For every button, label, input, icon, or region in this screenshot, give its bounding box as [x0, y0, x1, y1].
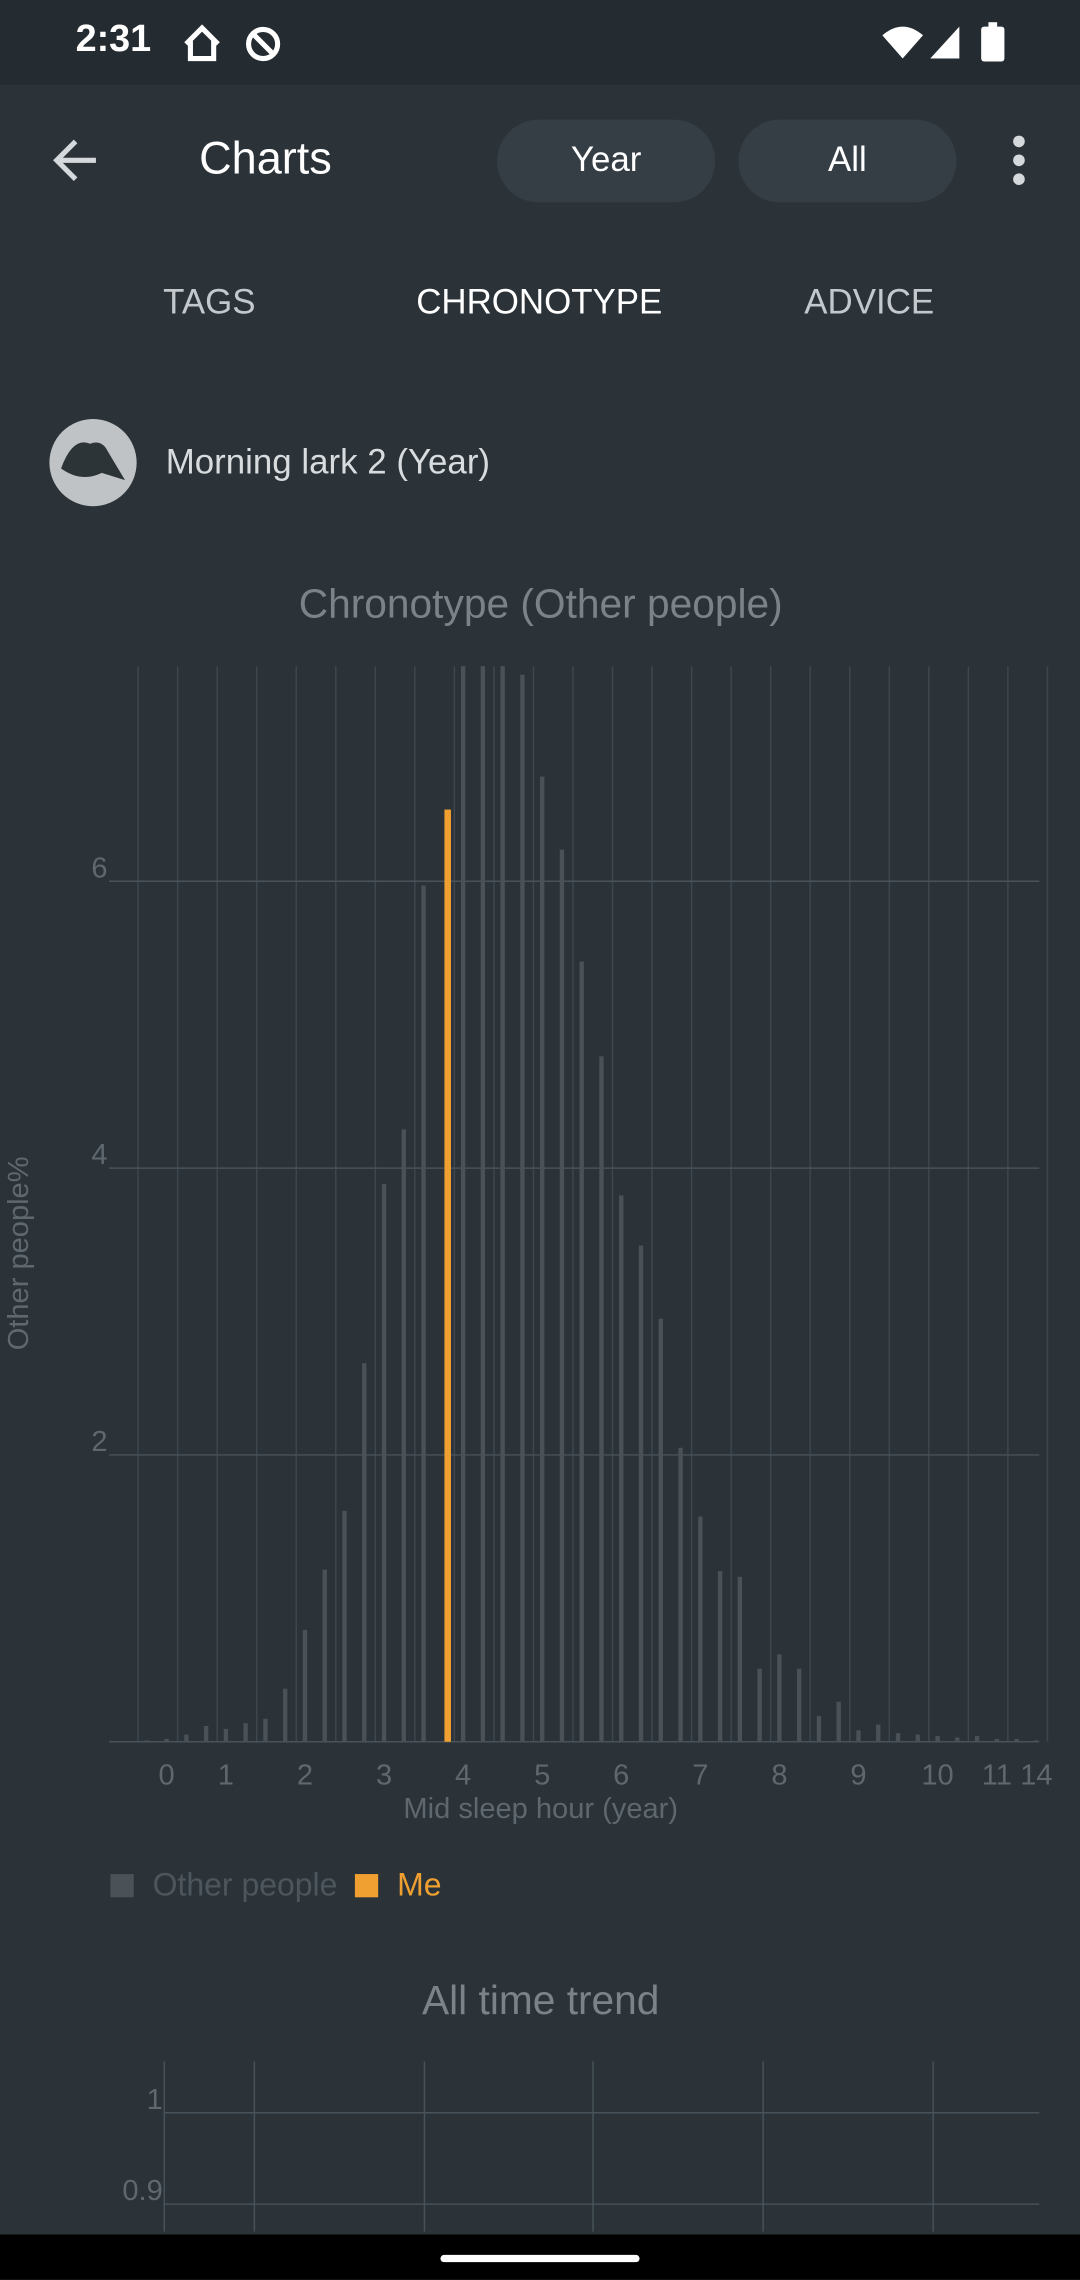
- chronotype-chart: Chronotype (Other people) 2 4 6 Other people…: [3, 580, 1053, 1902]
- legend-swatch: [354, 1874, 379, 1898]
- bar: [444, 809, 451, 1742]
- legend-label: Other people: [153, 1867, 338, 1903]
- home-icon: [184, 24, 220, 62]
- x-tick-label: 11: [982, 1759, 1012, 1791]
- clock: 2:31: [76, 18, 152, 60]
- back-button[interactable]: [53, 139, 96, 181]
- bar: [184, 1734, 189, 1742]
- bar: [717, 1571, 723, 1742]
- bar: [994, 1738, 1000, 1742]
- bar: [243, 1723, 248, 1742]
- tab[interactable]: TAGS: [163, 282, 255, 321]
- bar: [895, 1733, 901, 1742]
- x-tick-label: 1: [218, 1759, 234, 1791]
- bar: [658, 1318, 663, 1742]
- bar: [164, 1738, 169, 1742]
- tab[interactable]: ADVICE: [804, 282, 934, 321]
- filter-label[interactable]: All: [828, 140, 867, 179]
- bar: [381, 1183, 387, 1742]
- bar: [856, 1730, 861, 1742]
- chronotype-label: Morning lark 2 (Year): [166, 442, 490, 481]
- bar: [599, 1056, 604, 1742]
- bird-icon: [61, 442, 126, 481]
- chart-title: All time trend: [422, 1977, 659, 2023]
- bar: [362, 1363, 367, 1742]
- filter-label[interactable]: Year: [571, 140, 642, 179]
- x-tick-label: 4: [455, 1759, 471, 1791]
- legend-label: Me: [397, 1867, 441, 1903]
- bar: [283, 1688, 288, 1742]
- bar: [322, 1569, 327, 1742]
- bar: [876, 1724, 881, 1742]
- signal-icon: [930, 26, 960, 59]
- bar: [144, 1740, 149, 1742]
- bar: [955, 1737, 960, 1742]
- bar: [559, 849, 565, 1742]
- x-tick-label: 14: [1020, 1759, 1052, 1791]
- bar: [263, 1718, 268, 1742]
- filter-pill[interactable]: [497, 119, 716, 203]
- bar: [579, 961, 584, 1742]
- chart-title: Chronotype (Other people): [299, 580, 783, 626]
- bar: [1034, 1740, 1039, 1742]
- bar: [480, 666, 486, 1742]
- bar: [342, 1510, 347, 1742]
- y-tick-label: 2: [91, 1426, 107, 1458]
- y-axis-label: Other people%: [3, 1156, 35, 1350]
- y-tick-label: 1: [147, 2084, 163, 2116]
- bar: [520, 674, 525, 1742]
- bar: [974, 1736, 980, 1742]
- bar: [401, 1129, 406, 1742]
- bar: [302, 1629, 308, 1742]
- x-tick-label: 0: [158, 1759, 174, 1791]
- x-tick-label: 6: [613, 1759, 629, 1791]
- more-button[interactable]: [1013, 135, 1025, 186]
- legend-swatch: [110, 1874, 134, 1898]
- bar: [935, 1736, 940, 1742]
- y-tick-label: 4: [91, 1139, 107, 1171]
- home-handle[interactable]: [440, 2254, 640, 2263]
- bar: [1014, 1738, 1019, 1742]
- bar: [619, 1195, 624, 1742]
- trend-chart: All time trend 0.9 1: [122, 1977, 1040, 2232]
- bar: [698, 1516, 703, 1742]
- bar: [777, 1654, 782, 1742]
- bar: [796, 1668, 802, 1742]
- dnd-slash: [251, 32, 276, 56]
- y-tick-label: 0.9: [122, 2175, 162, 2207]
- bar: [460, 666, 466, 1742]
- x-axis-label: Mid sleep hour (year): [403, 1793, 678, 1825]
- x-tick-label: 10: [921, 1759, 953, 1791]
- bar: [915, 1734, 920, 1742]
- x-tick-label: 3: [376, 1759, 392, 1791]
- battery-icon: [981, 26, 1005, 62]
- x-tick-label: 5: [534, 1759, 550, 1791]
- x-tick-label: 9: [850, 1759, 866, 1791]
- bar: [203, 1726, 209, 1742]
- bar: [816, 1715, 822, 1742]
- toolbar-title: Charts: [199, 133, 332, 184]
- status-bar: [0, 0, 1080, 85]
- y-tick-label: 6: [91, 852, 107, 884]
- dnd-icon: [246, 26, 281, 62]
- bar: [737, 1576, 743, 1742]
- bar: [223, 1728, 229, 1742]
- bar: [678, 1447, 683, 1742]
- bar: [757, 1668, 762, 1742]
- x-tick-label: 7: [692, 1759, 708, 1791]
- battery-tip: [988, 22, 998, 29]
- bar: [638, 1245, 644, 1742]
- bar: [421, 885, 426, 1742]
- bar: [500, 666, 505, 1742]
- wifi-icon: [882, 26, 924, 59]
- filter-pill[interactable]: [738, 119, 957, 203]
- tab[interactable]: CHRONOTYPE: [416, 282, 662, 321]
- bar: [836, 1701, 841, 1742]
- bar: [540, 776, 545, 1742]
- x-tick-label: 2: [297, 1759, 313, 1791]
- x-tick-label: 8: [771, 1759, 787, 1791]
- tab-bar: TAGS CHRONOTYPE ADVICE: [163, 282, 934, 321]
